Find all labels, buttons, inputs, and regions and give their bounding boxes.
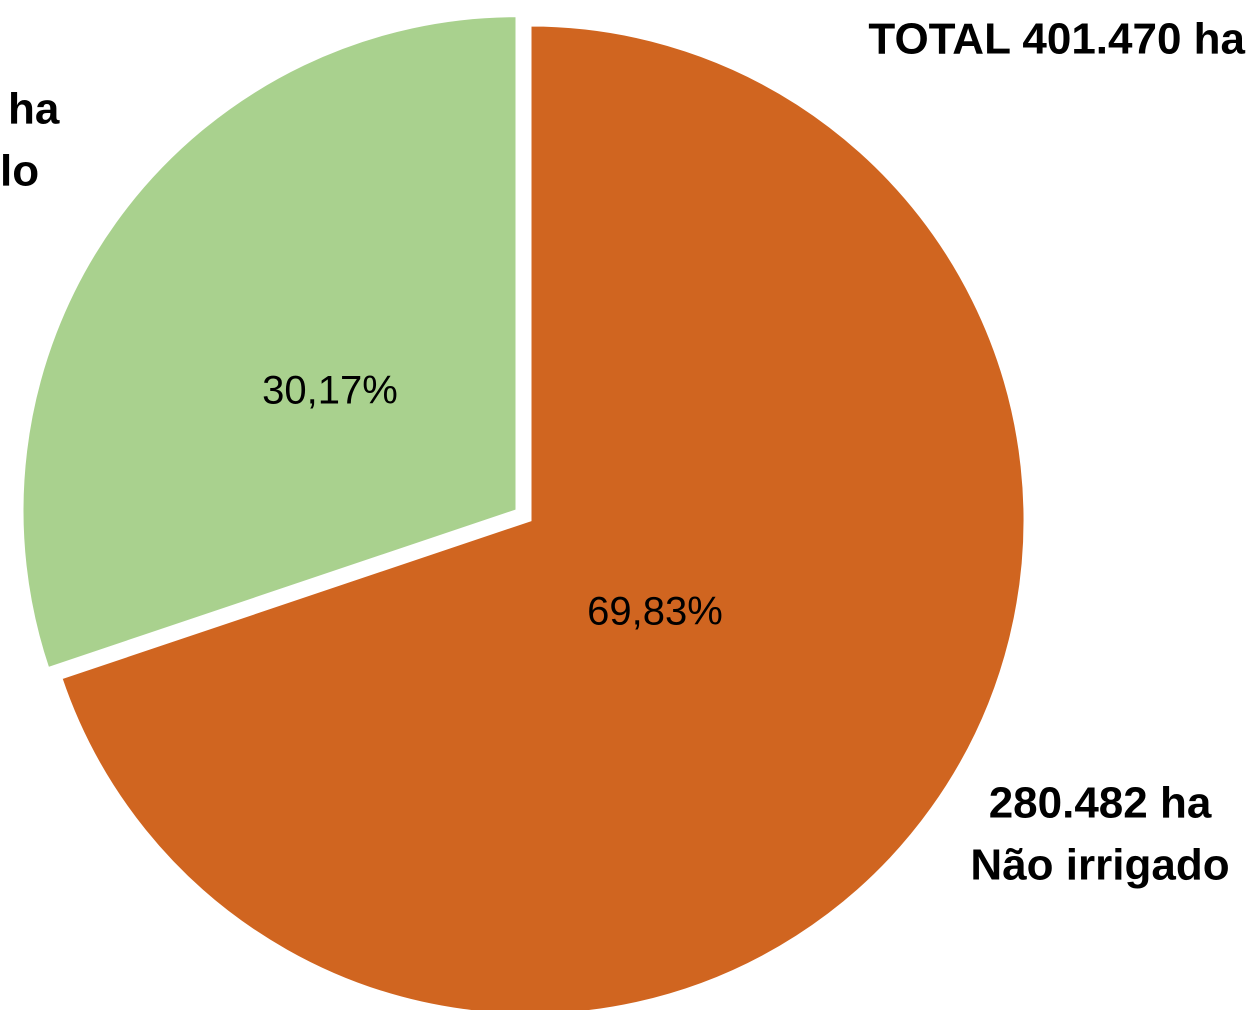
slice-percent-label: 30,17% — [262, 369, 398, 413]
pie-slice — [20, 14, 519, 671]
slice-label: lo — [0, 147, 39, 196]
slice-label: 280.482 ha — [989, 779, 1212, 828]
slice-label: ha — [8, 85, 60, 134]
slice-label: Não irrigado — [970, 841, 1229, 890]
pie-slice — [58, 23, 1027, 1010]
slice-percent-label: 69,83% — [587, 590, 723, 634]
chart-title: TOTAL 401.470 ha — [868, 15, 1245, 64]
